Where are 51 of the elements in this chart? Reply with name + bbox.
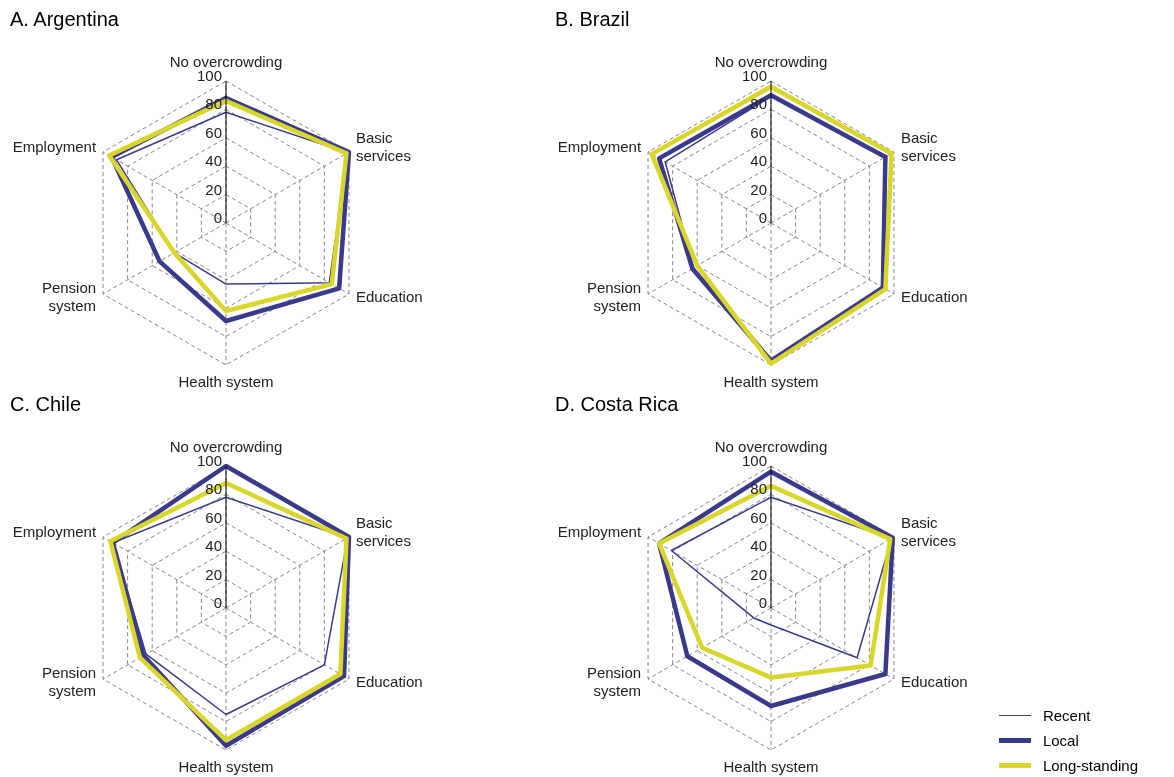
spoke-label: Health system: [723, 373, 819, 390]
y-tick-label: 100: [196, 452, 222, 469]
spoke-label: Education: [900, 673, 968, 690]
y-tick-label: 0: [758, 209, 767, 226]
y-tick-label: 60: [205, 123, 222, 141]
spoke-label: Education: [900, 288, 968, 305]
spoke-label: Basic services: [355, 129, 411, 164]
spoke-label: Employment: [557, 523, 642, 540]
spoke-label: Education: [355, 673, 423, 690]
legend-label: Local: [1042, 732, 1079, 749]
spoke-label: Health system: [723, 758, 819, 775]
spoke-label: No overcrowding: [169, 53, 283, 70]
spoke-label: Basic services: [355, 514, 411, 549]
spoke-label: Pension system: [586, 279, 642, 314]
y-tick-label: 20: [750, 565, 767, 583]
spoke-label: Pension system: [586, 664, 642, 699]
chart-title: C. Chile: [10, 393, 82, 416]
legend-label: Recent: [1042, 707, 1091, 724]
spoke-label: Employment: [557, 138, 642, 155]
spoke-label: Pension system: [41, 279, 97, 314]
spoke-label: Basic services: [900, 129, 956, 164]
spoke-label: No overcrowding: [714, 53, 828, 70]
y-tick-label: 60: [750, 123, 767, 141]
y-tick-label: 0: [213, 594, 222, 611]
chart-title: D. Costa Rica: [555, 393, 679, 416]
y-tick-label: 60: [750, 508, 767, 526]
y-tick-label: 40: [750, 537, 767, 555]
spoke-label: Basic services: [900, 514, 956, 549]
y-tick-label: 0: [213, 209, 222, 226]
chart-title: B. Brazil: [555, 8, 630, 31]
spoke-label: Employment: [12, 523, 97, 540]
spoke-label: Health system: [178, 758, 274, 775]
spoke-label: No overcrowding: [169, 438, 283, 455]
y-tick-label: 100: [196, 67, 222, 84]
y-tick-label: 100: [741, 452, 767, 469]
y-tick-label: 0: [758, 594, 767, 611]
legend-label: Long-standing: [1042, 757, 1138, 774]
y-tick-label: 40: [205, 152, 222, 170]
spoke-label: Health system: [178, 373, 274, 390]
spoke-label: Education: [355, 288, 423, 305]
y-tick-label: 40: [750, 152, 767, 170]
spoke-label: Pension system: [41, 664, 97, 699]
y-tick-label: 20: [205, 565, 222, 583]
y-tick-label: 40: [205, 537, 222, 555]
spoke-label: Employment: [12, 138, 97, 155]
y-tick-label: 60: [205, 508, 222, 526]
y-tick-label: 20: [750, 180, 767, 198]
y-tick-label: 100: [741, 67, 767, 84]
spoke-label: No overcrowding: [714, 438, 828, 455]
chart-title: A. Argentina: [10, 8, 119, 31]
y-tick-label: 20: [205, 180, 222, 198]
